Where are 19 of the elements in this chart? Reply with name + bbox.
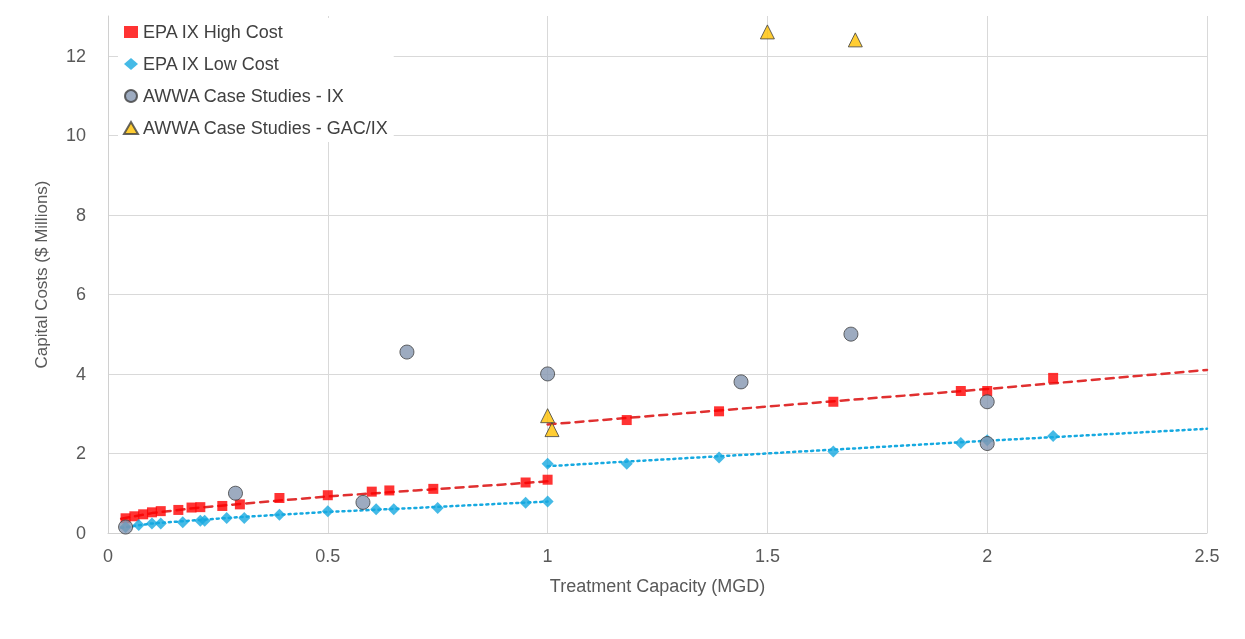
x-tick-label: 0: [102, 546, 114, 566]
x-tick-label: 1: [542, 546, 553, 566]
legend-label: AWWA Case Studies - IX: [143, 86, 344, 106]
x-tick-label: 0.5: [315, 546, 341, 566]
y-tick-label: 12: [65, 45, 86, 66]
x-tick-label: 2: [982, 546, 993, 566]
y-tick-label: 10: [65, 125, 86, 146]
x-axis-title: Treatment Capacity (MGD): [549, 576, 766, 596]
y-tick-label: 0: [75, 523, 86, 543]
legend-label: EPA IX High Cost: [143, 22, 283, 42]
y-tick-label: 4: [75, 363, 86, 384]
legend-label: EPA IX Low Cost: [143, 54, 279, 74]
x-tick-label: 2.5: [1194, 546, 1220, 566]
x-tick-label: 1.5: [754, 546, 780, 566]
y-tick-label: 6: [75, 284, 86, 305]
y-axis-title: Capital Costs ($ Millions): [32, 180, 51, 369]
legend-label: AWWA Case Studies - GAC/IX: [143, 118, 388, 138]
y-tick-label: 2: [75, 443, 86, 464]
y-tick-label: 8: [75, 204, 86, 225]
